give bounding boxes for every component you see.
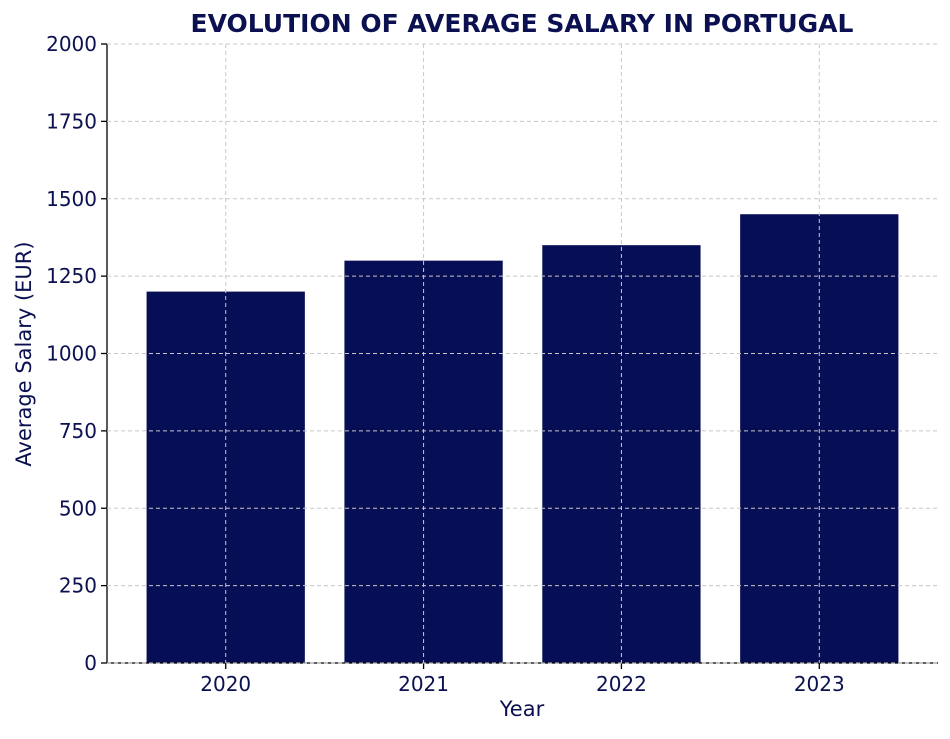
y-tick-label: 500 [59,496,97,520]
x-tick-label: 2021 [398,672,449,696]
y-tick-label: 1000 [46,342,97,366]
bar-2021 [344,260,503,663]
x-axis-ticks: 2020 2021 2022 2023 [200,663,845,696]
y-tick-label: 250 [59,574,97,598]
y-tick-label: 0 [84,651,97,675]
x-tick-label: 2020 [200,672,251,696]
y-axis-label: Average Salary (EUR) [12,241,36,466]
grid-overlay [107,43,938,664]
x-axis-label: Year [499,697,545,721]
y-tick-label: 1750 [46,109,97,133]
y-tick-label: 1250 [46,264,97,288]
y-tick-label: 750 [59,419,97,443]
y-tick-label: 1500 [46,187,97,211]
chart-title: EVOLUTION OF AVERAGE SALARY IN PORTUGAL [191,9,854,38]
x-tick-label: 2023 [794,672,845,696]
bars [146,214,899,664]
y-axis-ticks: 0 250 500 750 1000 1250 1500 1750 2000 [46,32,107,675]
y-tick-label: 2000 [46,32,97,56]
x-tick-label: 2022 [596,672,647,696]
